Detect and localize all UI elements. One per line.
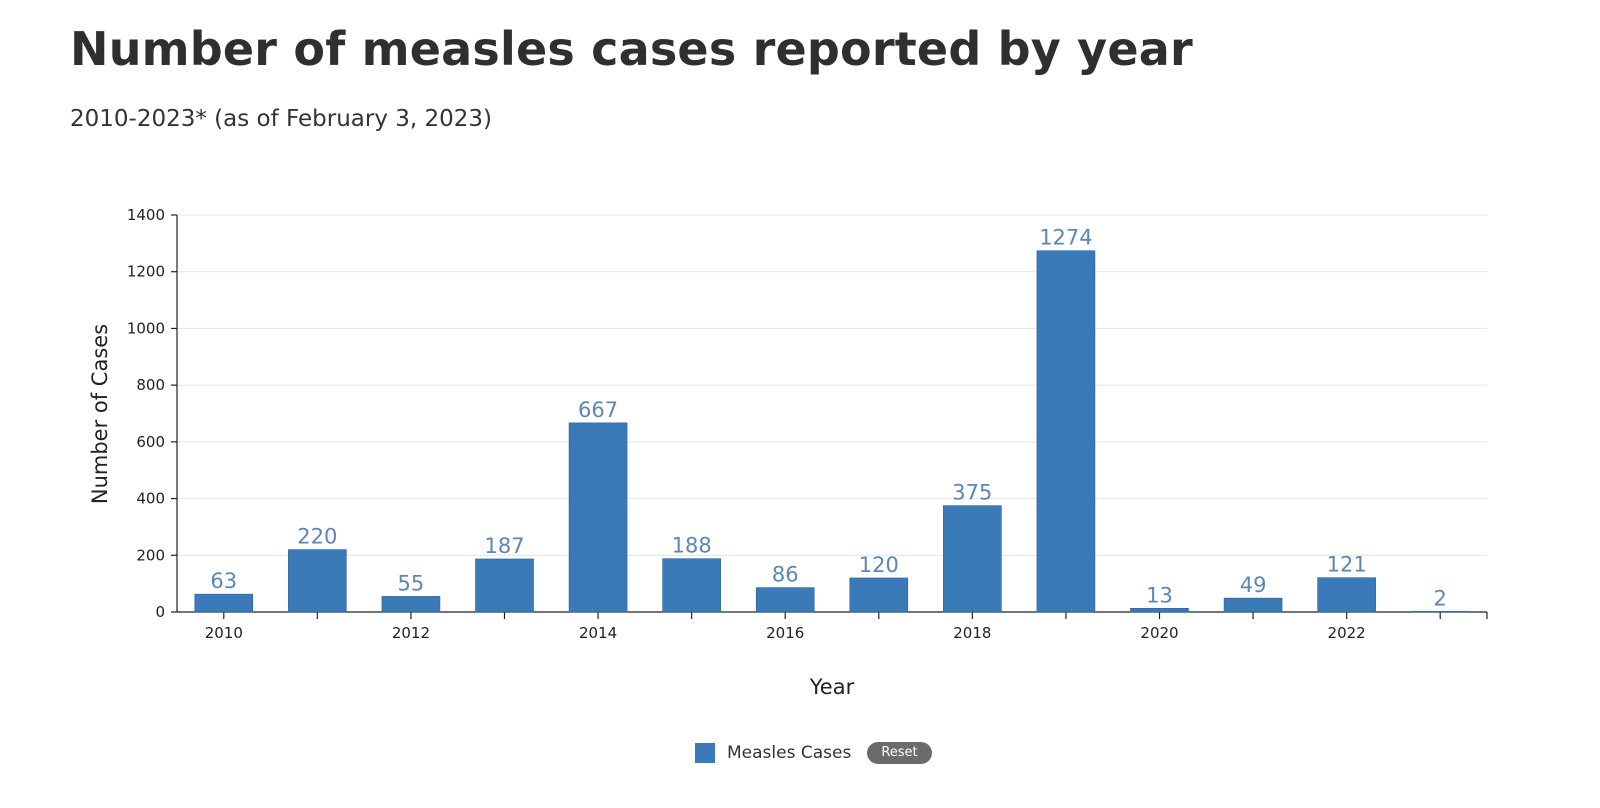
data-label-2012: 55 [398,571,425,595]
bar-2018[interactable] [943,505,1002,613]
y-tick-label: 1000 [127,319,165,337]
bar-2012[interactable] [381,596,441,613]
bar-2017[interactable] [849,577,909,613]
bar-2021[interactable] [1223,597,1283,613]
data-label-2015: 188 [672,534,712,558]
page-title: Number of measles cases reported by year [70,22,1193,76]
data-label-2013: 187 [484,534,524,558]
data-labels: 63 220 55 187 667 188 86 120 375 1274 13 49 121 2 [210,226,1446,611]
bar-2022[interactable] [1317,577,1376,613]
y-tick-label: 400 [136,490,165,508]
bar-2020[interactable] [1130,608,1189,613]
x-tick-label: 2016 [766,624,804,642]
x-tick-label: 2022 [1328,624,1366,642]
x-tick-label: 2018 [953,624,991,642]
page-subtitle: 2010-2023* (as of February 3, 2023) [70,106,493,132]
data-label-2018: 375 [952,481,992,505]
y-tick-label: 1200 [127,263,165,281]
data-label-2021: 49 [1240,573,1267,597]
x-axis: 2010 2012 2014 2016 2018 2020 2022 [177,611,1488,642]
data-label-2016: 86 [772,563,799,587]
data-label-2019: 1274 [1039,226,1092,250]
legend-swatch[interactable] [695,743,715,763]
bar-2023[interactable] [1410,611,1470,613]
x-tick-label: 2010 [205,624,243,642]
y-tick-label: 1400 [127,206,165,224]
bar-2015[interactable] [662,558,721,613]
bar-2013[interactable] [475,558,534,613]
data-label-2014: 667 [578,398,618,422]
y-tick-label: 0 [155,603,165,621]
data-label-2020: 13 [1146,583,1173,607]
x-tick-label: 2020 [1140,624,1178,642]
data-label-2017: 120 [859,553,899,577]
y-tick-label: 600 [136,433,165,451]
data-label-2011: 220 [297,525,337,549]
bar-2019[interactable] [1036,250,1096,613]
y-axis-title: Number of Cases [88,324,112,504]
bar-2011[interactable] [288,549,347,613]
x-tick-label: 2014 [579,624,617,642]
y-tick-label: 800 [136,376,165,394]
bars [194,250,1470,613]
data-label-2022: 121 [1327,553,1367,577]
bar-2014[interactable] [568,422,628,613]
y-tick-label: 200 [136,546,165,564]
gridlines [177,214,1487,556]
bar-2010[interactable] [194,593,254,613]
x-tick-label: 2012 [392,624,430,642]
chart-legend: Measles Cases Reset [695,738,932,768]
bar-2016[interactable] [755,587,815,613]
y-axis: 0 200 400 600 800 1000 1200 1400 [127,206,178,621]
reset-button[interactable]: Reset [867,742,932,764]
data-label-2023: 2 [1434,586,1447,610]
legend-label[interactable]: Measles Cases [727,743,852,763]
data-label-2010: 63 [210,569,237,593]
x-axis-title: Year [809,675,855,699]
